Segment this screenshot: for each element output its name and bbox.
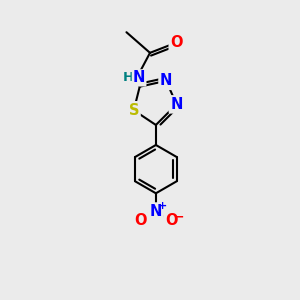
Text: N: N (160, 73, 172, 88)
Text: N: N (150, 204, 162, 219)
Text: H: H (122, 71, 134, 84)
Text: O: O (134, 214, 147, 229)
Text: +: + (158, 201, 167, 211)
Text: S: S (129, 103, 139, 118)
Text: N: N (133, 70, 145, 86)
Text: −: − (174, 210, 184, 223)
Text: O: O (165, 214, 178, 229)
Text: N: N (170, 97, 183, 112)
Text: O: O (170, 35, 183, 50)
